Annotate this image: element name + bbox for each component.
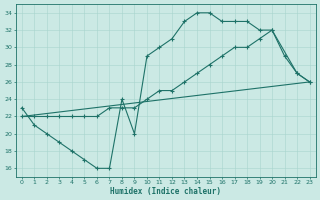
X-axis label: Humidex (Indice chaleur): Humidex (Indice chaleur) (110, 187, 221, 196)
